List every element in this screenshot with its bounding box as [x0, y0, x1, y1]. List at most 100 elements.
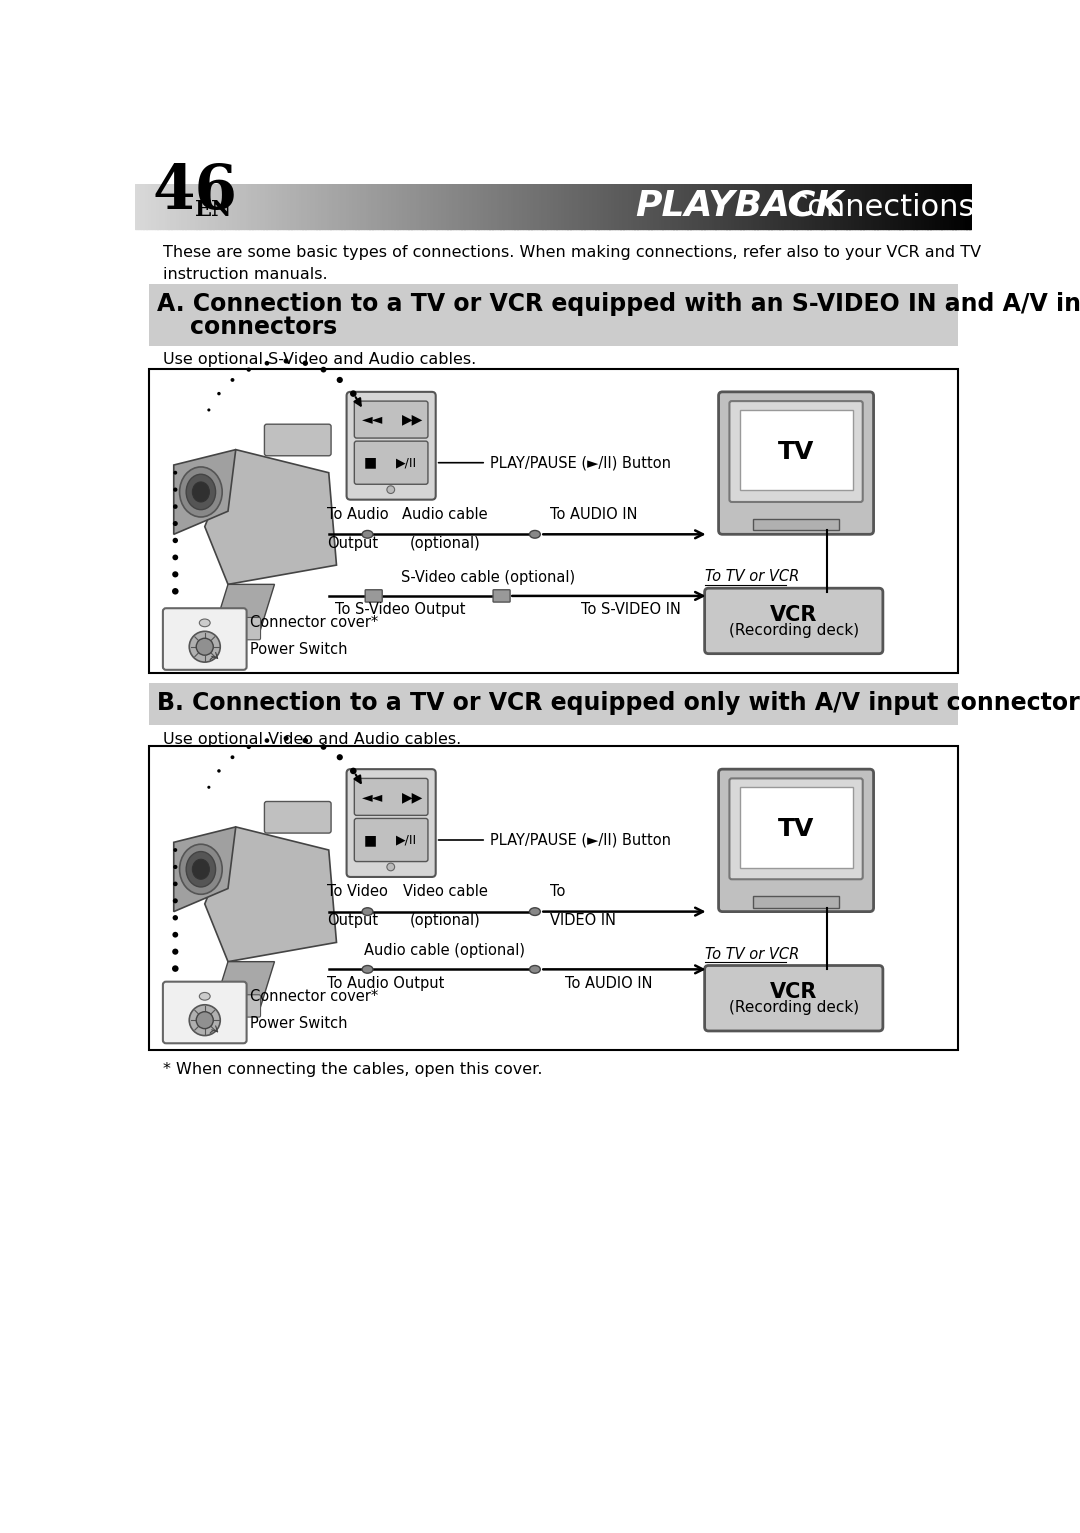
Bar [933, 184, 936, 228]
Bar [369, 184, 373, 228]
Bar [685, 184, 688, 228]
Bar [199, 184, 202, 228]
Bar [861, 184, 864, 228]
Bar [445, 184, 448, 228]
Bar [590, 184, 593, 228]
Bar [882, 184, 886, 228]
FancyBboxPatch shape [265, 802, 332, 832]
Bar [339, 184, 342, 228]
Bar [521, 184, 523, 228]
Polygon shape [205, 826, 337, 961]
Bar [163, 184, 166, 228]
FancyBboxPatch shape [704, 589, 882, 653]
Bar [551, 184, 554, 228]
Bar [740, 409, 852, 491]
Bar [191, 184, 194, 228]
Bar [935, 184, 939, 228]
Text: Power Switch: Power Switch [249, 642, 347, 658]
FancyBboxPatch shape [163, 981, 246, 1044]
Bar [387, 184, 389, 228]
Bar [579, 184, 582, 228]
Text: Use optional Video and Audio cables.: Use optional Video and Audio cables. [163, 733, 461, 747]
Bar [609, 184, 612, 228]
Bar [620, 184, 623, 228]
Text: S-Video cable (optional): S-Video cable (optional) [401, 570, 575, 586]
Circle shape [172, 572, 178, 578]
Circle shape [284, 736, 288, 740]
Text: Video cable: Video cable [403, 885, 487, 900]
Bar [517, 184, 521, 228]
Bar [230, 184, 233, 228]
FancyBboxPatch shape [729, 402, 863, 501]
Bar [489, 184, 492, 228]
Bar [788, 184, 791, 228]
Bar [963, 184, 967, 228]
Bar [495, 184, 498, 228]
Bar [269, 184, 272, 228]
Bar [509, 184, 512, 228]
Bar [902, 184, 905, 228]
Bar [699, 184, 702, 228]
Bar [799, 184, 802, 228]
Bar [213, 184, 216, 228]
Bar [868, 184, 872, 228]
FancyBboxPatch shape [718, 770, 874, 912]
Bar [718, 184, 721, 228]
Bar [492, 184, 496, 228]
Bar [741, 184, 744, 228]
Bar [288, 184, 292, 228]
Bar [791, 184, 794, 228]
Bar [232, 184, 235, 228]
Bar [406, 184, 409, 228]
Bar [311, 184, 314, 228]
Bar [667, 184, 671, 228]
Bar [827, 184, 831, 228]
Bar [149, 682, 958, 725]
Bar [740, 786, 852, 868]
Bar [877, 184, 880, 228]
Bar [849, 184, 852, 228]
Text: ■: ■ [363, 455, 377, 469]
Bar [197, 184, 200, 228]
Bar [690, 184, 693, 228]
Circle shape [217, 770, 220, 773]
Bar [676, 184, 679, 228]
Bar [872, 184, 875, 228]
Bar [743, 184, 746, 228]
Circle shape [217, 392, 220, 396]
Bar [146, 184, 149, 228]
Bar [336, 184, 339, 228]
Bar [707, 184, 711, 228]
Bar [835, 184, 838, 228]
Bar [889, 184, 891, 228]
Bar [829, 184, 833, 228]
Text: connectors: connectors [157, 314, 337, 339]
Bar [961, 184, 964, 228]
Text: Output: Output [327, 914, 378, 927]
Bar [822, 184, 824, 228]
Bar [450, 184, 454, 228]
Bar [258, 184, 261, 228]
Circle shape [387, 486, 394, 494]
Bar [600, 184, 604, 228]
Bar [454, 184, 456, 228]
Bar [953, 184, 956, 228]
Bar [313, 184, 316, 228]
Bar [696, 184, 699, 228]
FancyBboxPatch shape [354, 819, 428, 862]
Text: Connections: Connections [786, 193, 974, 222]
Bar [540, 184, 543, 228]
Text: B. Connection to a TV or VCR equipped only with A/V input connectors: B. Connection to a TV or VCR equipped on… [157, 691, 1080, 714]
Text: To: To [550, 885, 565, 900]
Text: PLAYBACK: PLAYBACK [635, 189, 843, 222]
Text: Use optional S-Video and Audio cables.: Use optional S-Video and Audio cables. [163, 351, 476, 366]
Bar [838, 184, 841, 228]
Circle shape [174, 848, 177, 852]
Bar [467, 184, 470, 228]
Bar [556, 184, 559, 228]
Text: (optional): (optional) [409, 914, 481, 927]
Bar [922, 184, 924, 228]
Bar [930, 184, 933, 228]
Bar [350, 184, 353, 228]
Bar [919, 184, 922, 228]
